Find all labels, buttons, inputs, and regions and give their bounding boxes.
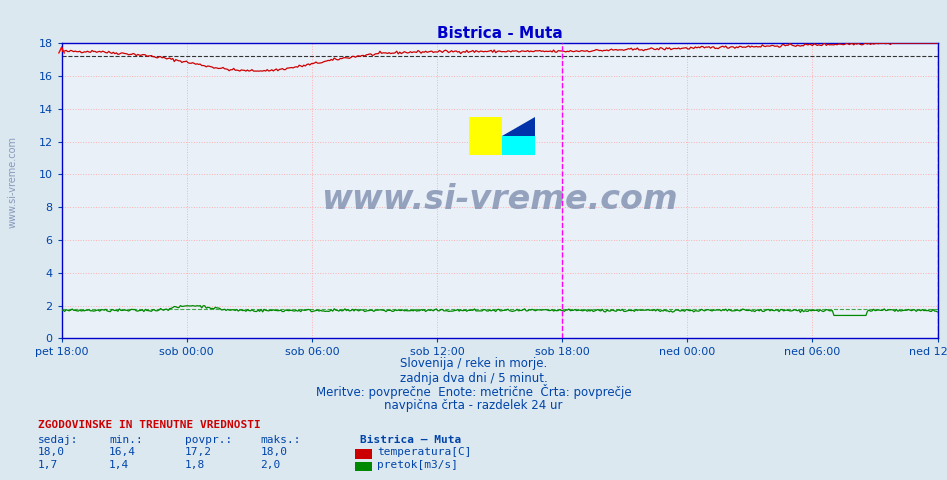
Text: zadnja dva dni / 5 minut.: zadnja dva dni / 5 minut. <box>400 372 547 384</box>
Bar <box>502 136 535 156</box>
Text: 1,4: 1,4 <box>109 459 129 469</box>
Text: Bistrica – Muta: Bistrica – Muta <box>360 434 461 444</box>
Text: navpična črta - razdelek 24 ur: navpična črta - razdelek 24 ur <box>384 399 563 412</box>
Text: min.:: min.: <box>109 434 143 444</box>
Text: 1,8: 1,8 <box>185 459 205 469</box>
Text: povpr.:: povpr.: <box>185 434 232 444</box>
Text: sedaj:: sedaj: <box>38 434 79 444</box>
Text: www.si-vreme.com: www.si-vreme.com <box>8 136 17 228</box>
Text: Slovenija / reke in morje.: Slovenija / reke in morje. <box>400 357 547 370</box>
Text: www.si-vreme.com: www.si-vreme.com <box>321 183 678 216</box>
Text: ZGODOVINSKE IN TRENUTNE VREDNOSTI: ZGODOVINSKE IN TRENUTNE VREDNOSTI <box>38 420 260 430</box>
Text: maks.:: maks.: <box>260 434 301 444</box>
Text: Meritve: povprečne  Enote: metrične  Črta: povprečje: Meritve: povprečne Enote: metrične Črta:… <box>315 384 632 399</box>
Text: 17,2: 17,2 <box>185 447 212 457</box>
Text: 18,0: 18,0 <box>260 447 288 457</box>
Polygon shape <box>502 117 535 136</box>
Text: 2,0: 2,0 <box>260 459 280 469</box>
Text: temperatura[C]: temperatura[C] <box>377 447 472 457</box>
Text: 16,4: 16,4 <box>109 447 136 457</box>
Bar <box>469 117 502 156</box>
Text: 18,0: 18,0 <box>38 447 65 457</box>
Text: 1,7: 1,7 <box>38 459 58 469</box>
Title: Bistrica - Muta: Bistrica - Muta <box>437 25 563 41</box>
Text: pretok[m3/s]: pretok[m3/s] <box>377 459 458 469</box>
